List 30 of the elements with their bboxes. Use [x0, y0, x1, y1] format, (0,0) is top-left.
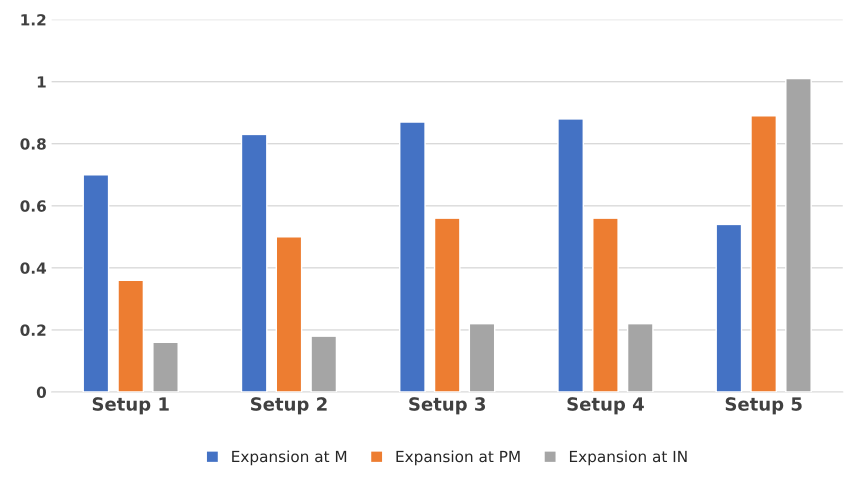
- legend-label: Expansion at M: [232, 450, 346, 466]
- bar: [152, 342, 179, 392]
- y-tick-label: 0: [36, 386, 46, 398]
- legend-label: Expansion at IN: [570, 450, 687, 466]
- bar: [117, 280, 144, 392]
- x-tick-label: Setup 4: [567, 397, 644, 414]
- y-tick-label: 1: [38, 76, 46, 88]
- y-tick-label: 0.2: [20, 324, 46, 336]
- bar: [468, 323, 496, 392]
- bar: [592, 218, 619, 392]
- bar: [399, 121, 426, 392]
- y-tick-label: 1.2: [21, 14, 46, 26]
- x-tick-label: Setup 3: [409, 397, 486, 414]
- y-tick-label: 0.6: [20, 200, 46, 212]
- bar: [716, 224, 742, 392]
- x-tick-label: Setup 2: [251, 397, 327, 414]
- y-tick-label: 0.4: [20, 262, 46, 274]
- bar: [785, 78, 812, 392]
- bar: [310, 335, 338, 392]
- bar: [240, 134, 268, 392]
- bar: [750, 115, 778, 392]
- legend-label: Expansion at PM: [396, 450, 520, 466]
- bar: [434, 218, 461, 392]
- bar: [626, 323, 654, 392]
- bar: [276, 236, 302, 392]
- bar: [557, 118, 584, 392]
- bar: [82, 174, 110, 392]
- x-tick-label: Setup 5: [726, 397, 802, 414]
- x-tick-label: Setup 1: [92, 397, 169, 414]
- y-tick-label: 0.8: [20, 138, 46, 150]
